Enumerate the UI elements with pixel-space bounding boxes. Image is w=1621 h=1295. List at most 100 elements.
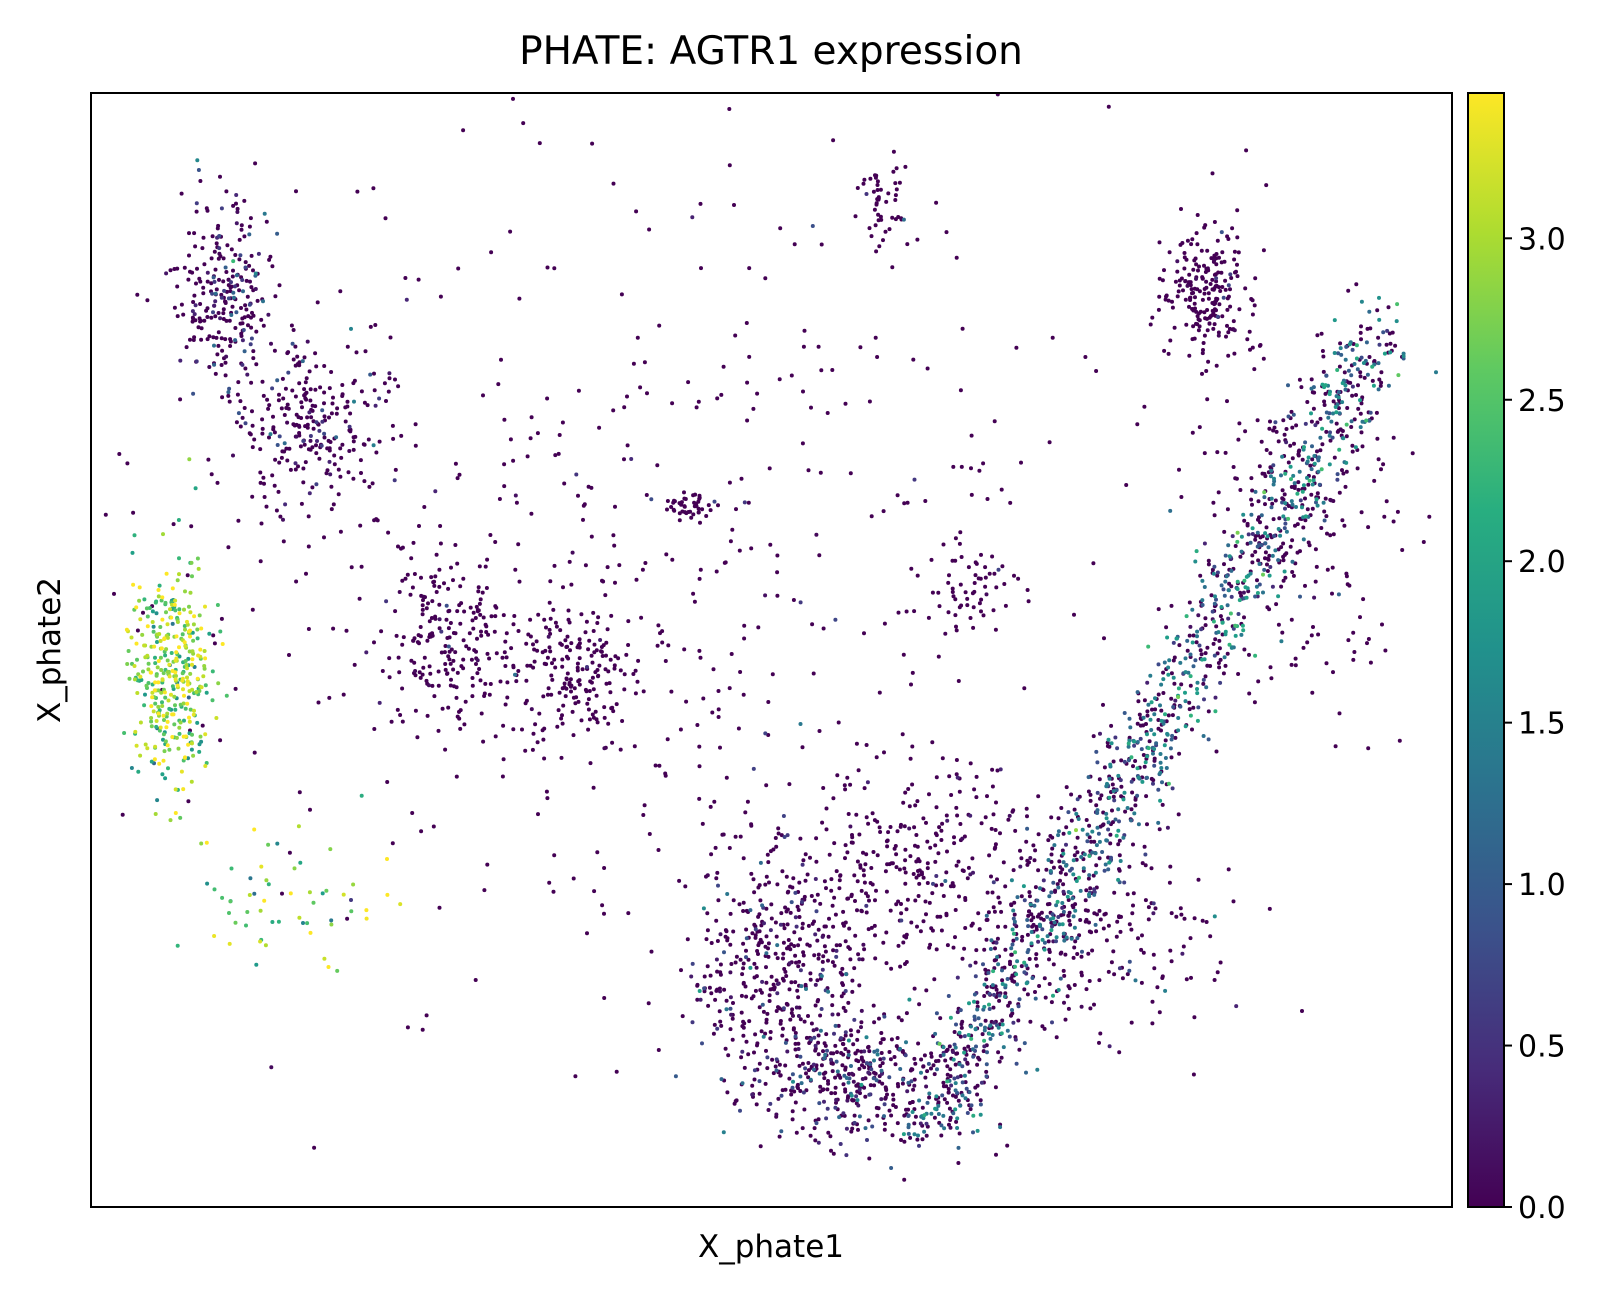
data-point <box>1304 514 1308 518</box>
data-point <box>340 443 344 447</box>
data-point <box>802 1091 806 1095</box>
data-point <box>1123 810 1127 814</box>
data-point <box>801 950 805 954</box>
data-point <box>749 546 753 550</box>
data-point <box>936 591 940 595</box>
data-point <box>740 1024 744 1028</box>
data-point <box>1199 627 1203 631</box>
data-point <box>1117 819 1121 823</box>
data-point <box>158 625 162 629</box>
data-point <box>313 351 317 355</box>
data-point <box>345 405 349 409</box>
data-point <box>1159 709 1163 713</box>
data-point <box>167 748 171 752</box>
data-point <box>418 670 422 674</box>
data-point <box>196 636 200 640</box>
data-point <box>214 268 218 272</box>
data-point <box>567 609 571 613</box>
data-point <box>378 440 382 444</box>
data-point <box>868 1062 872 1066</box>
data-point <box>1102 927 1106 931</box>
data-point <box>825 1087 829 1091</box>
data-point <box>360 389 364 393</box>
data-point <box>742 637 746 641</box>
data-point <box>959 583 963 587</box>
data-point <box>1112 795 1116 799</box>
data-point <box>1196 213 1200 217</box>
data-point <box>606 565 610 569</box>
data-point <box>439 542 443 546</box>
data-point <box>901 1050 905 1054</box>
data-point <box>1056 833 1060 837</box>
data-point <box>1053 890 1057 894</box>
data-point <box>224 189 228 193</box>
data-point <box>954 1046 958 1050</box>
data-point <box>297 824 301 828</box>
data-point <box>1179 207 1183 211</box>
data-point <box>1033 848 1037 852</box>
data-point <box>1236 531 1240 535</box>
data-point <box>456 671 460 675</box>
data-point <box>1351 385 1355 389</box>
data-point <box>1174 280 1178 284</box>
data-point <box>242 199 246 203</box>
data-point <box>419 829 423 833</box>
data-point <box>1283 553 1287 557</box>
data-point <box>830 994 834 998</box>
data-point <box>973 1015 977 1019</box>
data-point <box>202 319 206 323</box>
data-point <box>833 618 837 622</box>
data-point <box>496 382 500 386</box>
data-point <box>967 866 971 870</box>
data-point <box>874 249 878 253</box>
data-point <box>1220 314 1224 318</box>
data-point <box>278 434 282 438</box>
data-point <box>545 790 549 794</box>
data-point <box>1186 284 1190 288</box>
data-point <box>955 1116 959 1120</box>
data-point <box>806 1014 810 1018</box>
data-point <box>266 843 270 847</box>
data-point <box>753 976 757 980</box>
data-point <box>883 1102 887 1106</box>
data-point <box>377 397 381 401</box>
data-point <box>451 659 455 663</box>
data-point <box>1344 388 1348 392</box>
data-point <box>852 966 856 970</box>
data-point <box>979 1103 983 1107</box>
data-point <box>1375 308 1379 312</box>
data-point <box>928 846 932 850</box>
data-point <box>1191 706 1195 710</box>
data-point <box>338 446 342 450</box>
data-point <box>849 471 853 475</box>
data-point <box>1319 417 1323 421</box>
data-point <box>212 344 216 348</box>
data-point <box>956 776 960 780</box>
data-point <box>1356 383 1360 387</box>
data-point <box>187 254 191 258</box>
data-point <box>775 935 779 939</box>
data-point <box>907 1132 911 1136</box>
data-point <box>740 1011 744 1015</box>
data-point <box>186 278 190 282</box>
data-point <box>1030 941 1034 945</box>
data-point <box>956 1075 960 1079</box>
data-point <box>793 980 797 984</box>
data-point <box>823 1053 827 1057</box>
data-point <box>1104 838 1108 842</box>
data-point <box>875 355 879 359</box>
data-point <box>247 232 251 236</box>
data-point <box>455 696 459 700</box>
data-point <box>1268 565 1272 569</box>
data-point <box>969 761 973 765</box>
data-point <box>857 833 861 837</box>
data-point <box>1323 519 1327 523</box>
data-point <box>728 943 732 947</box>
data-point <box>828 853 832 857</box>
data-point <box>745 321 749 325</box>
data-point <box>290 389 294 393</box>
data-point <box>1022 884 1026 888</box>
data-point <box>1088 1006 1092 1010</box>
data-point <box>936 1104 940 1108</box>
data-point <box>975 1063 979 1067</box>
